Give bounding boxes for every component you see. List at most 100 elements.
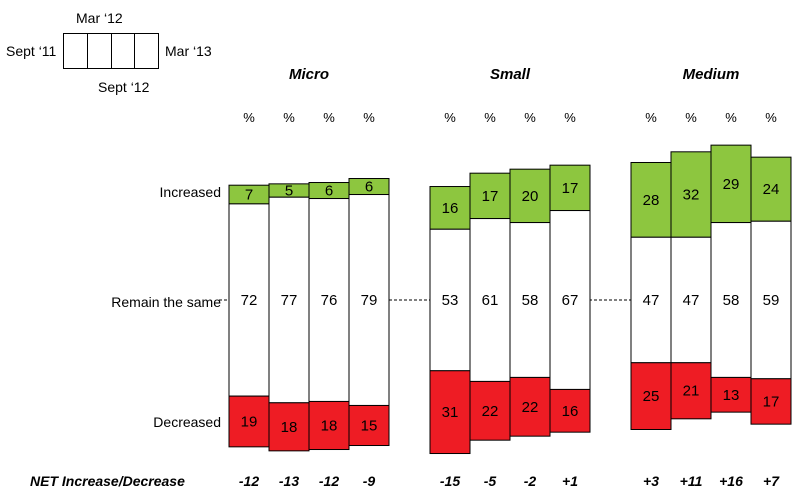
data-label-increased: 28	[643, 192, 660, 209]
label-bg	[721, 292, 741, 308]
data-label-same: 77	[281, 292, 298, 309]
group-title: Medium	[682, 66, 740, 83]
data-label-decreased: 31	[442, 404, 459, 421]
legend-box	[63, 33, 159, 69]
label-bg	[681, 292, 701, 308]
bar-increased	[750, 156, 792, 222]
percent-header: %	[444, 110, 456, 125]
bar-increased	[630, 161, 672, 238]
legend-label-mar-12: Mar ‘12	[76, 10, 123, 26]
net-value: -13	[278, 473, 300, 489]
net-value: +7	[763, 473, 779, 489]
data-label-decreased: 18	[321, 417, 338, 434]
legend-label-sept-11: Sept ‘11	[6, 43, 57, 59]
data-label-increased: 6	[365, 178, 373, 195]
percent-header: %	[765, 110, 777, 125]
percent-header: %	[363, 110, 375, 125]
data-label-decreased: 25	[643, 388, 660, 405]
label-bg	[319, 292, 339, 308]
net-value: -12	[318, 473, 340, 489]
net-value: -9	[362, 473, 376, 489]
bar-decreased	[670, 362, 712, 420]
bar-decreased	[630, 362, 672, 430]
bar-decreased	[750, 378, 792, 425]
percent-header: %	[243, 110, 255, 125]
percent-header: %	[524, 110, 536, 125]
bar-same	[710, 222, 752, 378]
data-label-decreased: 19	[241, 413, 258, 430]
label-bg	[239, 292, 259, 308]
label-bg	[440, 292, 460, 308]
data-label-decreased: 15	[361, 417, 378, 434]
label-bg	[520, 292, 540, 308]
data-label-same: 76	[321, 292, 338, 309]
net-value: +1	[562, 473, 578, 489]
data-label-same: 59	[763, 292, 780, 309]
net-value: -5	[483, 473, 497, 489]
data-label-decreased: 17	[763, 393, 780, 410]
label-bg	[480, 292, 500, 308]
data-label-increased: 6	[325, 182, 333, 199]
data-label-increased: 16	[442, 200, 459, 217]
bar-same	[630, 236, 672, 364]
net-value: -15	[439, 473, 461, 489]
data-label-decreased: 18	[281, 419, 298, 436]
data-label-decreased: 22	[482, 403, 499, 420]
data-label-same: 58	[723, 292, 740, 309]
bar-decreased	[429, 370, 471, 455]
data-label-decreased: 16	[562, 403, 579, 420]
net-value: +11	[679, 473, 703, 489]
legend-label-sept-12: Sept ‘12	[98, 79, 150, 95]
data-label-same: 47	[683, 292, 700, 309]
data-label-same: 58	[522, 292, 539, 309]
bar-increased	[670, 151, 712, 238]
label-bg	[279, 292, 299, 308]
net-value: -2	[523, 473, 537, 489]
group-title: Micro	[288, 66, 330, 83]
bar-decreased	[268, 402, 310, 452]
label-bg	[359, 292, 379, 308]
net-value: +3	[643, 473, 659, 489]
net-value: -12	[238, 473, 260, 489]
data-label-same: 67	[562, 292, 579, 309]
percent-header: %	[564, 110, 576, 125]
label-bg	[641, 292, 661, 308]
legend-label-mar-13: Mar ‘13	[165, 43, 212, 59]
legend-cell	[64, 34, 88, 68]
percent-header: %	[645, 110, 657, 125]
data-label-increased: 17	[482, 188, 499, 205]
legend-cell	[112, 34, 136, 68]
bar-decreased	[710, 376, 752, 413]
data-label-increased: 24	[763, 181, 780, 198]
data-label-same: 53	[442, 292, 459, 309]
bar-increased	[710, 144, 752, 224]
label-bg	[560, 292, 580, 308]
data-label-increased: 32	[683, 187, 700, 204]
data-label-increased: 7	[245, 187, 253, 204]
net-value: +16	[719, 473, 743, 489]
data-label-same: 61	[482, 292, 499, 309]
group-title: Small	[489, 66, 531, 83]
percent-header: %	[725, 110, 737, 125]
row-label-same: Remain the same	[111, 294, 221, 310]
data-label-same: 72	[241, 292, 258, 309]
data-label-increased: 5	[285, 182, 293, 199]
data-label-same: 47	[643, 292, 660, 309]
data-label-decreased: 22	[522, 399, 539, 416]
percent-header: %	[685, 110, 697, 125]
bar-increased	[469, 172, 511, 220]
bar-decreased	[549, 388, 591, 433]
data-label-increased: 20	[522, 188, 539, 205]
bar-decreased	[228, 395, 270, 448]
data-label-same: 79	[361, 292, 378, 309]
row-label-decreased: Decreased	[153, 414, 221, 430]
bar-decreased	[308, 400, 350, 451]
bar-decreased	[348, 404, 390, 447]
data-label-decreased: 21	[683, 383, 700, 400]
bar-decreased	[469, 380, 511, 441]
label-bg	[761, 292, 781, 308]
data-label-increased: 29	[723, 176, 740, 193]
net-label: NET Increase/Decrease	[30, 473, 185, 489]
data-label-increased: 17	[562, 180, 579, 197]
